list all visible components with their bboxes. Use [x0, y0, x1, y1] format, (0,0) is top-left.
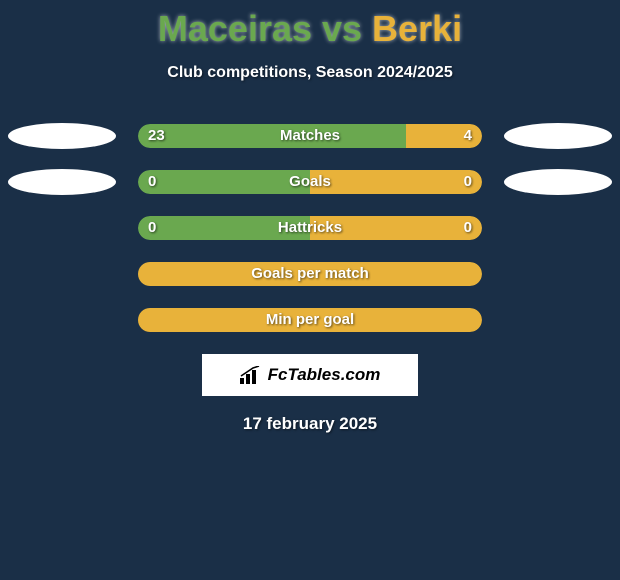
logo-box: FcTables.com — [202, 354, 418, 396]
title-vs: vs — [312, 8, 372, 49]
bar-track: Goals per match — [138, 262, 482, 286]
value-left: 0 — [148, 170, 156, 194]
bar-track: Goals — [138, 170, 482, 194]
player-badge-right — [504, 123, 612, 149]
bar-track: Hattricks — [138, 216, 482, 240]
bar-track: Matches — [138, 124, 482, 148]
bar-right — [310, 170, 482, 194]
chart-icon — [240, 366, 262, 384]
page-title: Maceiras vs Berki — [0, 0, 620, 50]
stat-row: Hattricks0 0 — [0, 216, 620, 240]
bar-right — [138, 262, 482, 286]
player-badge-right — [504, 169, 612, 195]
stat-row: Min per goal — [0, 308, 620, 332]
bar-right — [138, 308, 482, 332]
value-left: 23 — [148, 124, 165, 148]
bar-track: Min per goal — [138, 308, 482, 332]
value-right: 0 — [464, 170, 472, 194]
bar-left — [138, 216, 310, 240]
value-left: 0 — [148, 216, 156, 240]
bar-left — [138, 170, 310, 194]
value-right: 4 — [464, 124, 472, 148]
logo-text: FcTables.com — [268, 365, 381, 385]
player-badge-left — [8, 123, 116, 149]
stat-rows: Matches234Goals00Hattricks00Goals per ma… — [0, 124, 620, 332]
stat-row: Goals per match — [0, 262, 620, 286]
player-badge-left — [8, 169, 116, 195]
comparison-card: Maceiras vs Berki Club competitions, Sea… — [0, 0, 620, 580]
date-text: 17 february 2025 — [0, 414, 620, 434]
subtitle: Club competitions, Season 2024/2025 — [0, 64, 620, 82]
stat-row: Matches23 4 — [0, 124, 620, 148]
bar-right — [310, 216, 482, 240]
bar-left — [138, 124, 406, 148]
title-player1: Maceiras — [158, 8, 312, 49]
stat-row: Goals0 0 — [0, 170, 620, 194]
value-right: 0 — [464, 216, 472, 240]
title-player2: Berki — [372, 8, 462, 49]
